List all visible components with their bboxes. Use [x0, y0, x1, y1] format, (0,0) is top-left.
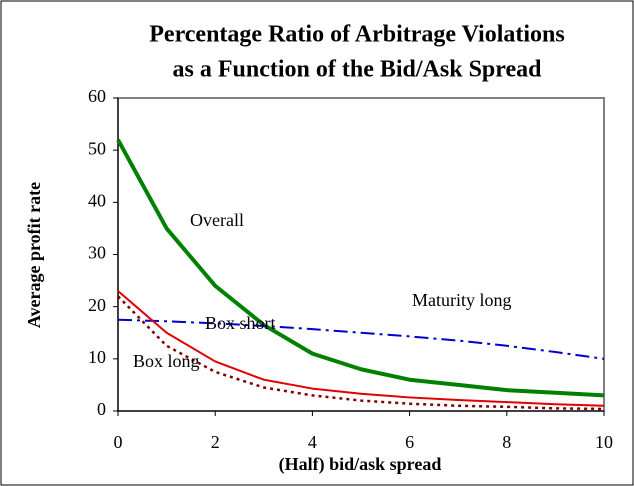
series-label: Overall	[190, 210, 244, 230]
series-label: Box short	[205, 313, 276, 333]
series-label: Maturity long	[412, 290, 512, 310]
y-tick-label: 50	[88, 138, 106, 158]
series-line	[117, 318, 605, 360]
x-tick-label: 0	[114, 432, 123, 452]
x-tick-label: 4	[308, 432, 317, 452]
x-axis-title: (Half) bid/ask spread	[279, 454, 442, 475]
x-tick-label: 6	[405, 432, 414, 452]
y-tick-label: 20	[88, 295, 106, 315]
series-line	[117, 290, 605, 407]
series-label: Box long	[133, 351, 200, 371]
y-tick-label: 60	[88, 86, 106, 106]
chart-title: as a Function of the Bid/Ask Spread	[173, 57, 543, 83]
x-tick-label: 10	[595, 432, 613, 452]
series-line	[117, 295, 605, 411]
y-tick-label: 30	[88, 243, 106, 263]
y-tick-label: 40	[88, 190, 106, 210]
x-tick-label: 8	[502, 432, 511, 452]
series-line	[116, 138, 605, 398]
chart-title: Percentage Ratio of Arbitrage Violations	[149, 22, 564, 48]
x-tick-label: 2	[211, 432, 220, 452]
y-tick-label: 10	[88, 347, 106, 367]
y-axis-title: Average profit rate	[24, 182, 44, 328]
y-tick-label: 0	[97, 399, 106, 419]
